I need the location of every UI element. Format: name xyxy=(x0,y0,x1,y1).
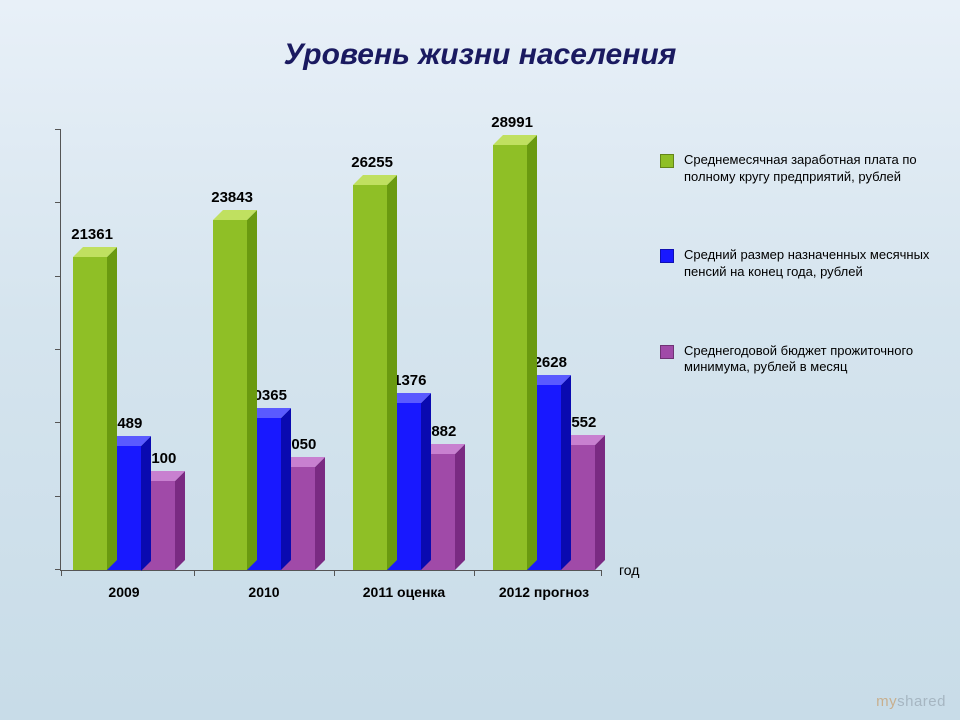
bar-value-label: 21361 xyxy=(71,226,113,243)
x-category-label: 2011 оценка xyxy=(353,584,455,600)
legend-item: Среднегодовой бюджет прожиточного миниму… xyxy=(660,343,930,376)
bar-group: 28991126288552 xyxy=(493,145,595,570)
bar: 23843 xyxy=(213,220,247,570)
y-tick xyxy=(55,202,61,203)
legend-swatch xyxy=(660,345,674,359)
page-title: Уровень жизни населения xyxy=(0,38,960,72)
y-tick xyxy=(55,349,61,350)
bar-side xyxy=(387,175,397,570)
bar: 21361 xyxy=(73,257,107,570)
y-tick xyxy=(55,129,61,130)
x-tick xyxy=(61,570,62,576)
bar-side xyxy=(421,393,431,570)
bar-face xyxy=(213,220,247,570)
legend-label: Среднемесячная заработная плата по полно… xyxy=(684,152,930,185)
y-tick xyxy=(55,496,61,497)
watermark-prefix: my xyxy=(876,693,897,710)
bar-group: 23843103657050 xyxy=(213,220,315,570)
bar-side xyxy=(595,435,605,570)
bar-group: 2136184896100 xyxy=(73,257,175,570)
bar: 28991 xyxy=(493,145,527,570)
watermark-suffix: shared xyxy=(897,693,946,710)
bar-side xyxy=(561,375,571,570)
x-category-label: 2010 xyxy=(213,584,315,600)
bar-side xyxy=(107,247,117,570)
x-tick xyxy=(601,570,602,576)
bar-face xyxy=(493,145,527,570)
legend-item: Среднемесячная заработная плата по полно… xyxy=(660,152,930,185)
x-category-label: 2009 xyxy=(73,584,175,600)
x-axis-label: год xyxy=(619,562,639,578)
x-tick xyxy=(334,570,335,576)
bar-value-label: 28991 xyxy=(491,114,533,131)
bar-side xyxy=(281,408,291,570)
legend-item: Средний размер назначенных месячных пенс… xyxy=(660,247,930,280)
bar: 26255 xyxy=(353,185,387,570)
bar-value-label: 23843 xyxy=(211,189,253,206)
x-category-label: 2012 прогноз xyxy=(493,584,595,600)
plot-area: 2136184896100200923843103657050201026255… xyxy=(60,130,601,571)
legend-swatch xyxy=(660,249,674,263)
bar-face xyxy=(353,185,387,570)
legend-label: Средний размер назначенных месячных пенс… xyxy=(684,247,930,280)
bar-value-label: 26255 xyxy=(351,154,393,171)
x-tick xyxy=(474,570,475,576)
legend-label: Среднегодовой бюджет прожиточного миниму… xyxy=(684,343,930,376)
x-tick xyxy=(194,570,195,576)
y-tick xyxy=(55,276,61,277)
bar-side xyxy=(315,457,325,570)
y-tick xyxy=(55,422,61,423)
bar-face xyxy=(73,257,107,570)
bar-side xyxy=(247,210,257,570)
bar-side xyxy=(455,444,465,570)
bar-side xyxy=(527,135,537,570)
bar-side xyxy=(175,471,185,570)
legend-swatch xyxy=(660,154,674,168)
bar-side xyxy=(141,436,151,571)
watermark: myshared xyxy=(876,693,946,710)
legend: Среднемесячная заработная плата по полно… xyxy=(660,152,930,438)
bar-chart: 2136184896100200923843103657050201026255… xyxy=(60,130,601,571)
bar-group: 26255113767882 xyxy=(353,185,455,570)
